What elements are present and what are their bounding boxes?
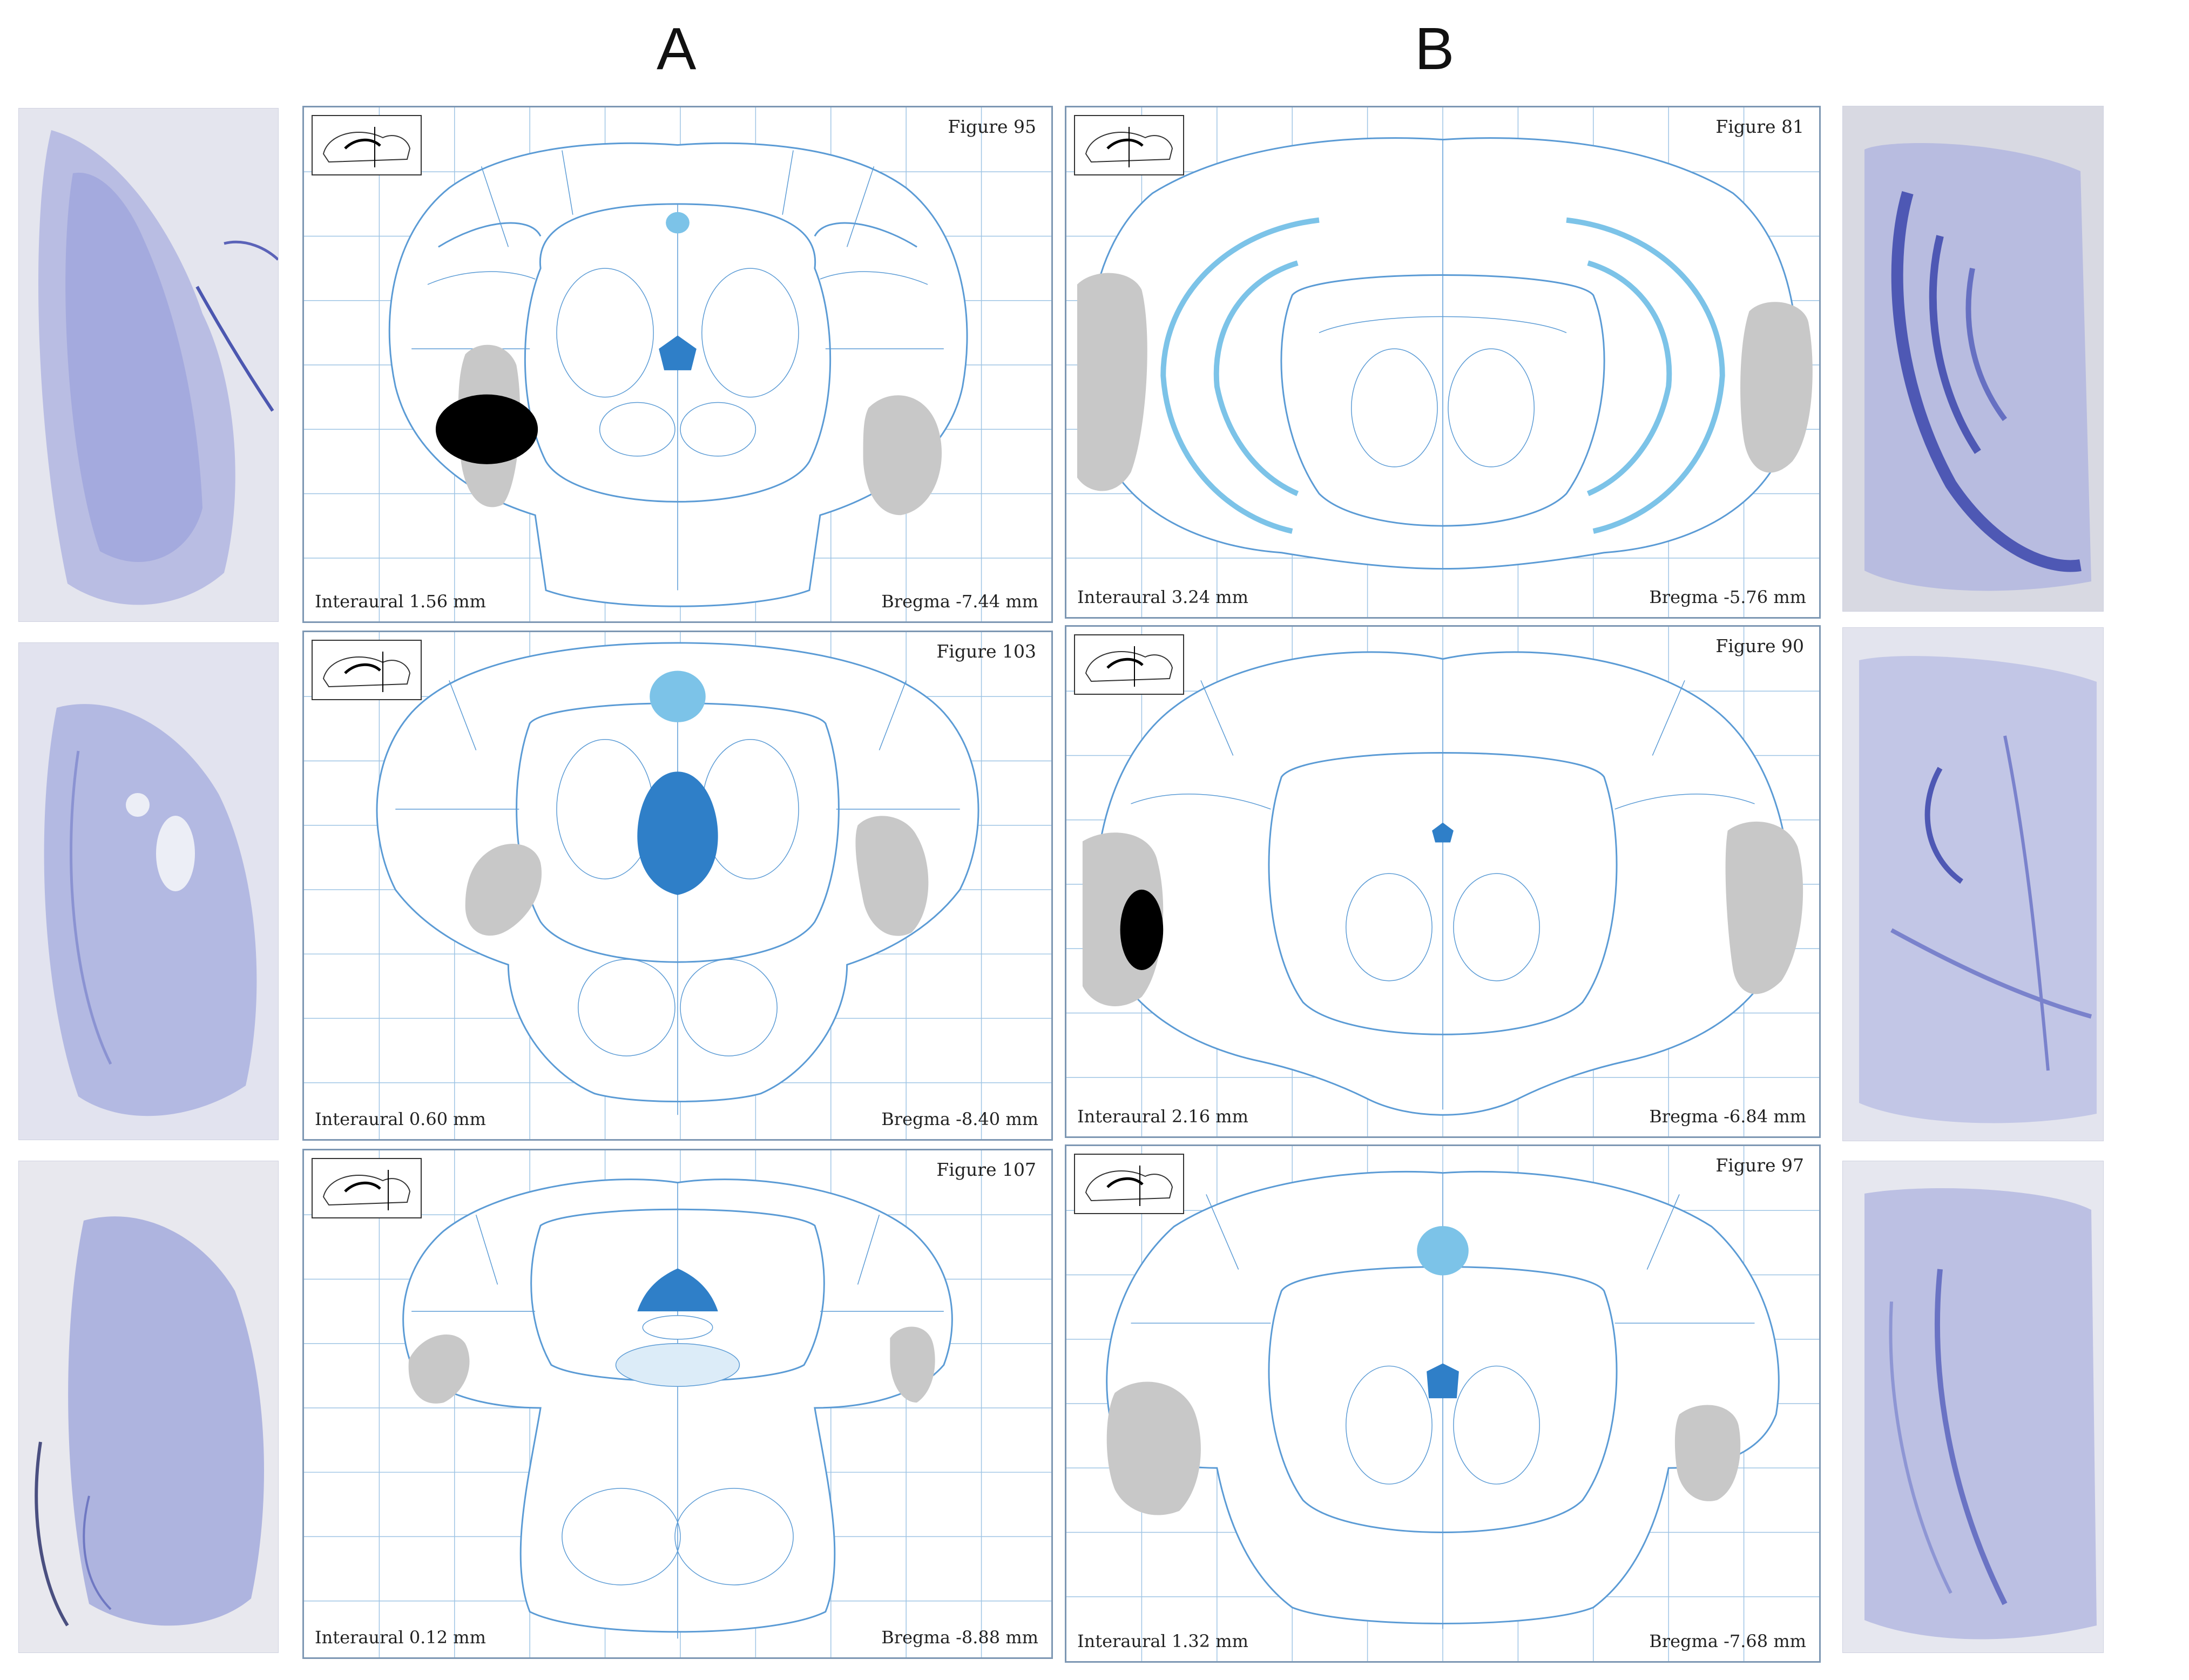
interaural-label: Interaural 1.32 mm bbox=[1077, 1631, 1248, 1651]
atlas-plate-a1: Figure 95 Interaural 1.56 mm Bregma -7.4… bbox=[302, 106, 1053, 623]
histology-photo-left-2 bbox=[18, 642, 279, 1140]
histology-photo-left-1 bbox=[18, 108, 279, 622]
sagittal-inset bbox=[312, 640, 422, 700]
sagittal-inset bbox=[1074, 1154, 1184, 1214]
interaural-label: Interaural 0.12 mm bbox=[315, 1627, 486, 1648]
atlas-plate-b1: Figure 81 Interaural 3.24 mm Bregma -5.7… bbox=[1065, 106, 1821, 619]
atlas-drawing bbox=[1066, 627, 1819, 1136]
bregma-label: Bregma -7.44 mm bbox=[881, 591, 1038, 612]
atlas-plate-b2: Figure 90 Interaural 2.16 mm Bregma -6.8… bbox=[1065, 625, 1821, 1138]
atlas-plate-b3: Figure 97 Interaural 1.32 mm Bregma -7.6… bbox=[1065, 1144, 1821, 1663]
atlas-drawing bbox=[1066, 107, 1819, 617]
sagittal-inset bbox=[312, 115, 422, 175]
sagittal-inset bbox=[312, 1158, 422, 1218]
figure-number: Figure 81 bbox=[1715, 116, 1804, 137]
atlas-plate-a3: Figure 107 Interaural 0.12 mm Bregma -8.… bbox=[302, 1149, 1053, 1659]
column-label-b: B bbox=[1415, 16, 1455, 82]
figure-number: Figure 103 bbox=[936, 641, 1036, 662]
atlas-plate-a2: Figure 103 Interaural 0.60 mm Bregma -8.… bbox=[302, 631, 1053, 1141]
bregma-label: Bregma -8.88 mm bbox=[881, 1627, 1038, 1648]
column-label-a: A bbox=[657, 16, 697, 82]
bregma-label: Bregma -5.76 mm bbox=[1649, 587, 1806, 607]
bregma-label: Bregma -7.68 mm bbox=[1649, 1631, 1806, 1651]
interaural-label: Interaural 1.56 mm bbox=[315, 591, 486, 612]
histology-photo-right-2 bbox=[1842, 627, 2104, 1141]
atlas-drawing bbox=[304, 632, 1051, 1139]
figure-number: Figure 107 bbox=[936, 1159, 1036, 1180]
bregma-label: Bregma -8.40 mm bbox=[881, 1109, 1038, 1129]
atlas-drawing bbox=[1066, 1146, 1819, 1661]
histology-photo-right-3 bbox=[1842, 1161, 2104, 1653]
histology-photo-right-1 bbox=[1842, 106, 2104, 612]
interaural-label: Interaural 0.60 mm bbox=[315, 1109, 486, 1129]
figure-number: Figure 97 bbox=[1715, 1155, 1804, 1176]
atlas-drawing bbox=[304, 1150, 1051, 1657]
histology-photo-left-3 bbox=[18, 1161, 279, 1653]
interaural-label: Interaural 3.24 mm bbox=[1077, 587, 1248, 607]
figure-number: Figure 95 bbox=[948, 116, 1036, 137]
sagittal-inset bbox=[1074, 115, 1184, 175]
figure-number: Figure 90 bbox=[1715, 635, 1804, 656]
interaural-label: Interaural 2.16 mm bbox=[1077, 1106, 1248, 1127]
bregma-label: Bregma -6.84 mm bbox=[1649, 1106, 1806, 1127]
atlas-drawing bbox=[304, 107, 1051, 621]
sagittal-inset bbox=[1074, 634, 1184, 695]
